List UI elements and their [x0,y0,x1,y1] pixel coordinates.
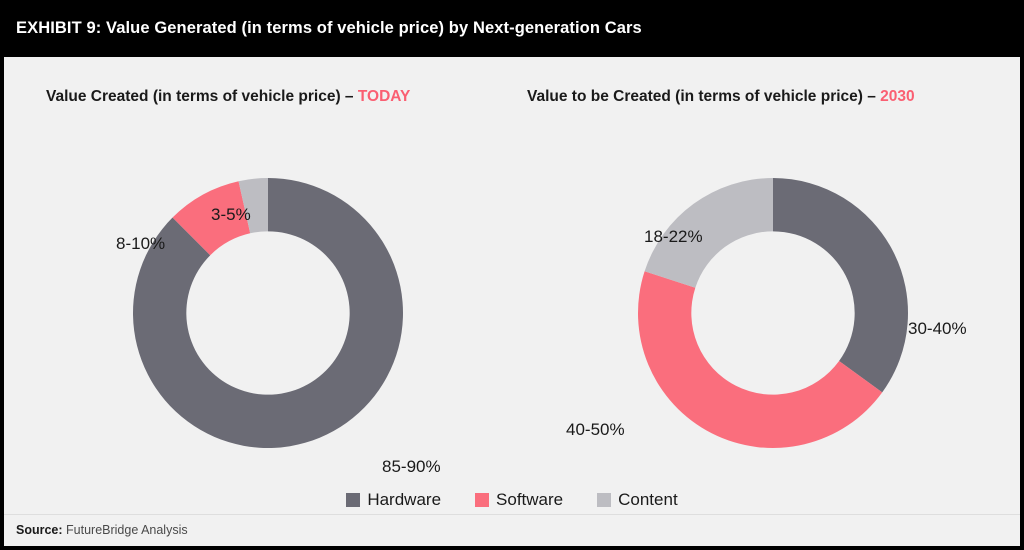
source-label: Source: [16,523,63,537]
source-note: Source: FutureBridge Analysis [16,523,188,537]
chart-panel: Value Created (in terms of vehicle price… [4,57,1020,546]
page-title: EXHIBIT 9: Value Generated (in terms of … [16,19,642,37]
legend-swatch-icon [597,492,612,507]
source-value: FutureBridge Analysis [62,523,188,537]
donut-slice-hardware [133,178,403,449]
chart-left-subtitle-accent: TODAY [357,88,411,105]
legend-item-content[interactable]: Content [597,491,678,508]
legend-label: Software [496,490,564,509]
chart-right-subtitle-main: Value to be Created (in terms of vehicle… [527,88,881,105]
label-2030-content: 18-22% [644,227,703,246]
donut-chart-2030 [637,177,909,449]
footer-divider [4,514,1020,515]
chart-left-subtitle: Value Created (in terms of vehicle price… [46,88,410,106]
donut-slice-hardware [773,178,908,393]
label-today-content: 3-5% [211,205,251,224]
donut-chart-today-svg [133,178,403,449]
donut-slice-software [638,271,883,448]
donut-chart-today [132,177,404,449]
donut-slice-content [238,178,268,234]
legend-item-software[interactable]: Software [475,491,563,508]
label-2030-software: 40-50% [566,420,625,439]
chart-legend: Hardware Software Content [4,491,1020,508]
chart-right-subtitle: Value to be Created (in terms of vehicle… [527,88,915,106]
donut-slice-software [172,181,251,256]
legend-label: Content [618,490,678,509]
chart-left-subtitle-main: Value Created (in terms of vehicle price… [46,88,358,105]
label-today-software: 8-10% [116,234,166,253]
legend-item-hardware[interactable]: Hardware [346,491,441,508]
exhibit-header: EXHIBIT 9: Value Generated (in terms of … [0,0,1024,57]
donut-chart-2030-svg [638,178,908,448]
donut-slice-content [644,178,773,288]
legend-label: Hardware [367,490,442,509]
label-today-hardware: 85-90% [382,457,441,476]
chart-right-subtitle-accent: 2030 [880,88,915,105]
label-2030-hardware: 30-40% [908,319,967,338]
legend-swatch-icon [475,492,490,507]
legend-swatch-icon [346,492,361,507]
